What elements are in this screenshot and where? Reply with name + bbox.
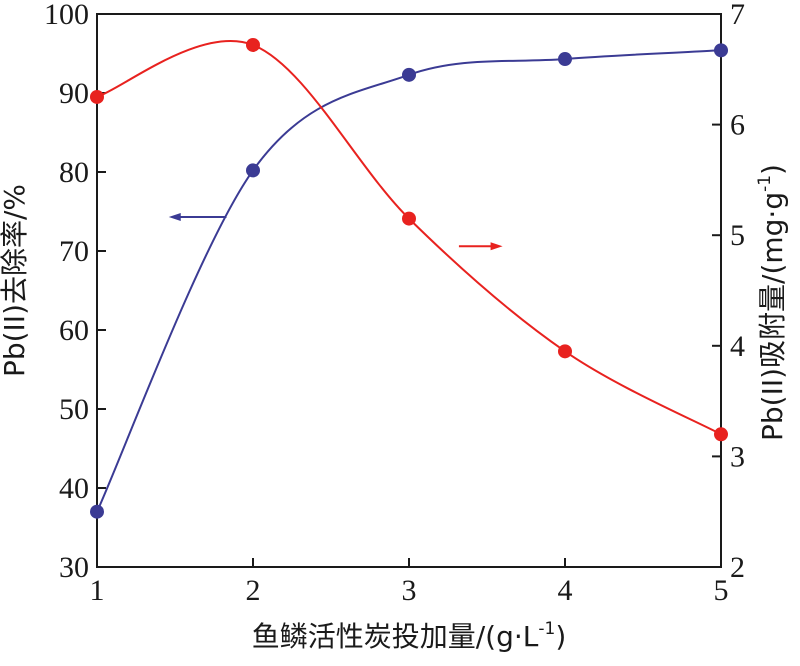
right-y-axis-title-end: ) bbox=[756, 164, 789, 175]
x-tick-label: 1 bbox=[90, 574, 105, 607]
x-tick-label: 3 bbox=[402, 574, 417, 607]
right-y-axis-title-superscript: -1 bbox=[755, 175, 775, 192]
adsorption-series-line bbox=[96, 40, 722, 436]
removal-data-point bbox=[402, 67, 416, 82]
left-y-tick-label: 60 bbox=[59, 314, 89, 347]
right-y-tick-label: 6 bbox=[730, 109, 745, 142]
x-axis-title-end: ) bbox=[555, 620, 566, 653]
x-axis-title-superscript: -1 bbox=[538, 619, 555, 639]
right-y-axis-title: Pb(II)吸附量/(mg·g-1) bbox=[755, 164, 789, 441]
right-y-axis-title-main: Pb(II)吸附量/(mg·g bbox=[756, 192, 789, 441]
left-y-tick-label: 80 bbox=[59, 156, 89, 189]
right-y-axis-ticks: 2 3 4 5 6 7 bbox=[712, 0, 745, 584]
adsorption-data-point bbox=[558, 344, 572, 359]
right-y-tick-label: 4 bbox=[730, 330, 745, 363]
removal-series-line bbox=[96, 49, 722, 513]
left-y-axis-title: Pb(II)去除率/% bbox=[0, 184, 31, 377]
x-tick-label: 4 bbox=[558, 574, 573, 607]
removal-axis-arrow-head bbox=[168, 213, 181, 222]
left-y-axis-ticks: 30 40 50 60 70 80 90 100 bbox=[44, 0, 106, 584]
adsorption-data-point bbox=[90, 89, 104, 104]
left-y-tick-label: 90 bbox=[59, 77, 89, 110]
adsorption-data-point bbox=[246, 37, 260, 52]
left-y-tick-label: 30 bbox=[59, 551, 89, 584]
x-axis-ticks: 1 2 3 4 5 bbox=[90, 558, 729, 607]
adsorption-data-point bbox=[402, 211, 416, 226]
left-y-tick-label: 40 bbox=[59, 472, 89, 505]
left-y-tick-label: 100 bbox=[44, 0, 89, 31]
x-tick-label: 5 bbox=[714, 574, 729, 607]
left-y-tick-label: 50 bbox=[59, 393, 89, 426]
adsorption-data-point bbox=[714, 427, 728, 442]
x-axis-title-main: 鱼鳞活性炭投加量/(g·L bbox=[252, 620, 539, 653]
removal-data-point bbox=[558, 52, 572, 67]
removal-data-point bbox=[714, 43, 728, 58]
x-axis-title: 鱼鳞活性炭投加量/(g·L-1) bbox=[252, 619, 567, 653]
removal-data-point bbox=[246, 163, 260, 178]
series-group bbox=[90, 37, 728, 519]
right-y-tick-label: 2 bbox=[730, 551, 745, 584]
left-y-tick-label: 70 bbox=[59, 235, 89, 268]
right-y-tick-label: 3 bbox=[730, 440, 745, 473]
x-tick-label: 2 bbox=[246, 574, 261, 607]
right-y-tick-label: 7 bbox=[730, 0, 745, 31]
adsorption-axis-arrow-head bbox=[490, 242, 503, 251]
right-y-tick-label: 5 bbox=[730, 219, 745, 252]
removal-data-point bbox=[90, 504, 104, 519]
